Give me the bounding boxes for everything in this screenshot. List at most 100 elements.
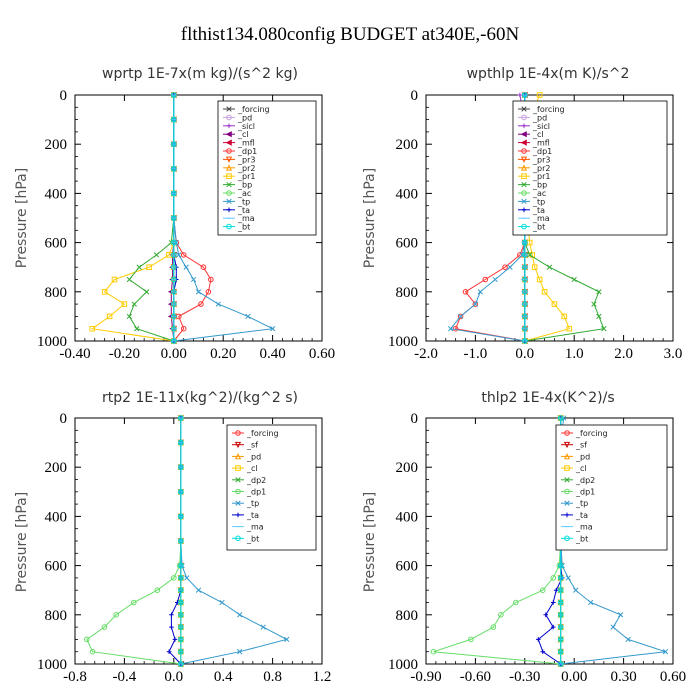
legend-marker	[521, 123, 527, 129]
legend-label: _bt	[575, 534, 588, 543]
y-tick-label: 600	[396, 236, 419, 252]
legend-marker	[226, 148, 232, 154]
legend-marker	[226, 181, 232, 188]
legend-marker	[226, 173, 232, 179]
data-point	[540, 649, 546, 654]
data-point	[596, 313, 602, 320]
data-point	[178, 661, 184, 667]
data-point	[522, 276, 528, 283]
data-point	[101, 624, 108, 630]
y-tick-label: 200	[45, 137, 68, 153]
legend-marker	[225, 164, 233, 171]
legend-entry: _bp	[223, 181, 252, 190]
legend-label: _ma	[237, 214, 255, 223]
x-tick-label: -2.0	[414, 346, 438, 362]
data-point	[178, 489, 184, 495]
legend-entry: _forcing	[232, 429, 279, 438]
legend-label: _ta	[532, 206, 545, 215]
legend-entry: _ta	[232, 511, 259, 520]
legend-marker	[235, 512, 241, 518]
legend-label: _sicl	[532, 122, 550, 131]
data-point	[178, 575, 184, 581]
data-point	[430, 648, 437, 655]
data-point	[536, 92, 543, 98]
data-point	[89, 325, 96, 332]
y-axis-label: Pressure [hPa]	[362, 492, 378, 592]
data-point	[169, 612, 174, 618]
data-point	[539, 587, 546, 594]
data-point	[490, 624, 497, 630]
legend-label: _mfl	[532, 139, 550, 148]
legend-label: _pd	[532, 113, 547, 122]
legend-entry: _pr2	[223, 164, 255, 173]
legend-marker	[226, 114, 232, 121]
data-point	[190, 276, 197, 283]
legend-entry: _bt	[223, 223, 250, 232]
legend-marker	[235, 477, 241, 483]
legend-entry: _cl	[518, 130, 544, 139]
legend-label: _pr2	[237, 164, 255, 173]
data-point	[126, 276, 132, 283]
legend-marker	[226, 223, 232, 230]
legend-label: _dp1	[532, 147, 552, 156]
data-point	[482, 276, 489, 283]
data-point	[89, 648, 96, 655]
data-point	[522, 252, 528, 258]
legend-marker	[520, 156, 528, 163]
x-tick-label: -0.30	[509, 669, 540, 685]
data-point	[557, 575, 564, 581]
legend-label: _mfl	[237, 139, 255, 148]
legend-label: _bp	[237, 181, 252, 190]
data-point	[208, 276, 214, 283]
data-point	[557, 636, 564, 643]
series-line	[91, 95, 175, 342]
data-point	[171, 313, 177, 320]
x-tick-label: -0.4	[113, 669, 137, 685]
data-point	[171, 575, 177, 581]
data-point	[557, 661, 564, 667]
data-point	[178, 415, 184, 421]
legend-label: _ta	[246, 511, 259, 520]
data-point	[178, 439, 184, 446]
x-tick-label: 1.0	[565, 346, 584, 362]
x-tick-label: 0.40	[259, 346, 285, 362]
data-point	[171, 252, 177, 258]
x-tick-label: 3.0	[664, 346, 683, 362]
legend-marker	[521, 173, 527, 179]
data-point	[513, 599, 519, 606]
data-point	[178, 636, 184, 643]
data-point	[522, 264, 528, 271]
legend-label: _sf	[246, 441, 258, 450]
data-point	[553, 587, 559, 593]
data-point	[180, 325, 187, 332]
data-point	[507, 264, 513, 270]
data-point	[166, 649, 172, 654]
data-point	[134, 326, 140, 332]
legend-entry: _ma	[223, 214, 255, 223]
data-point	[260, 624, 266, 630]
data-point	[617, 612, 624, 618]
x-tick-label: -0.8	[63, 669, 87, 685]
panel-thlp2: thlp2 1E-4x(K^2)/s Pressure [hPa] -0.90 -…	[362, 390, 686, 685]
data-point	[178, 612, 184, 618]
data-point	[178, 599, 184, 606]
data-point	[284, 636, 290, 643]
data-point	[121, 301, 128, 307]
legend-entry: _cl	[223, 130, 249, 139]
series-bt	[171, 92, 177, 344]
x-tick-label: 0.00	[561, 669, 587, 685]
x-tick-label: -1.0	[464, 346, 488, 362]
data-point	[535, 637, 541, 642]
data-point	[543, 612, 549, 618]
data-point	[171, 264, 177, 271]
legend-entry: _ma	[561, 523, 593, 532]
data-point	[557, 415, 564, 421]
data-point	[171, 215, 177, 221]
data-point	[169, 624, 174, 630]
legend-label: _pr1	[237, 172, 255, 181]
y-tick-label: 0	[60, 88, 68, 104]
data-point	[625, 636, 631, 643]
legend-label: _tp	[532, 197, 545, 206]
legend-label: _forcing	[532, 105, 565, 114]
legend-marker	[564, 430, 570, 436]
